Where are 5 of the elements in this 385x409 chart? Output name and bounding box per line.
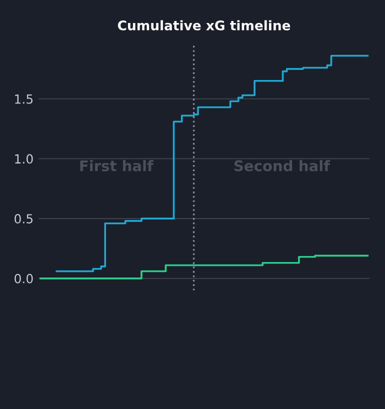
y-tick-label: 0.5 <box>14 214 33 224</box>
y-tick-label: 1.5 <box>15 94 33 104</box>
chart-title: Cumulative xG timeline <box>118 20 290 30</box>
y-tick-label: 1.0 <box>15 154 33 164</box>
y-tick-label: 0.0 <box>14 274 33 284</box>
